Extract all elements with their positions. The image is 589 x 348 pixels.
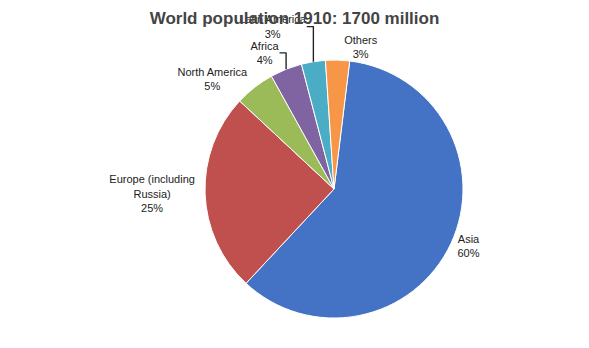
svg-text:World population 1910: 1700 mi: World population 1910: 1700 million (150, 9, 440, 28)
svg-text:Others3%: Others3% (344, 34, 378, 60)
svg-text:Latin America3%: Latin America3% (239, 13, 307, 39)
svg-text:North America5%: North America5% (177, 66, 248, 92)
svg-text:Africa4%: Africa4% (251, 40, 280, 66)
svg-text:Europe (includingRussia)25%: Europe (includingRussia)25% (109, 173, 195, 214)
svg-text:Asia60%: Asia60% (457, 233, 480, 259)
